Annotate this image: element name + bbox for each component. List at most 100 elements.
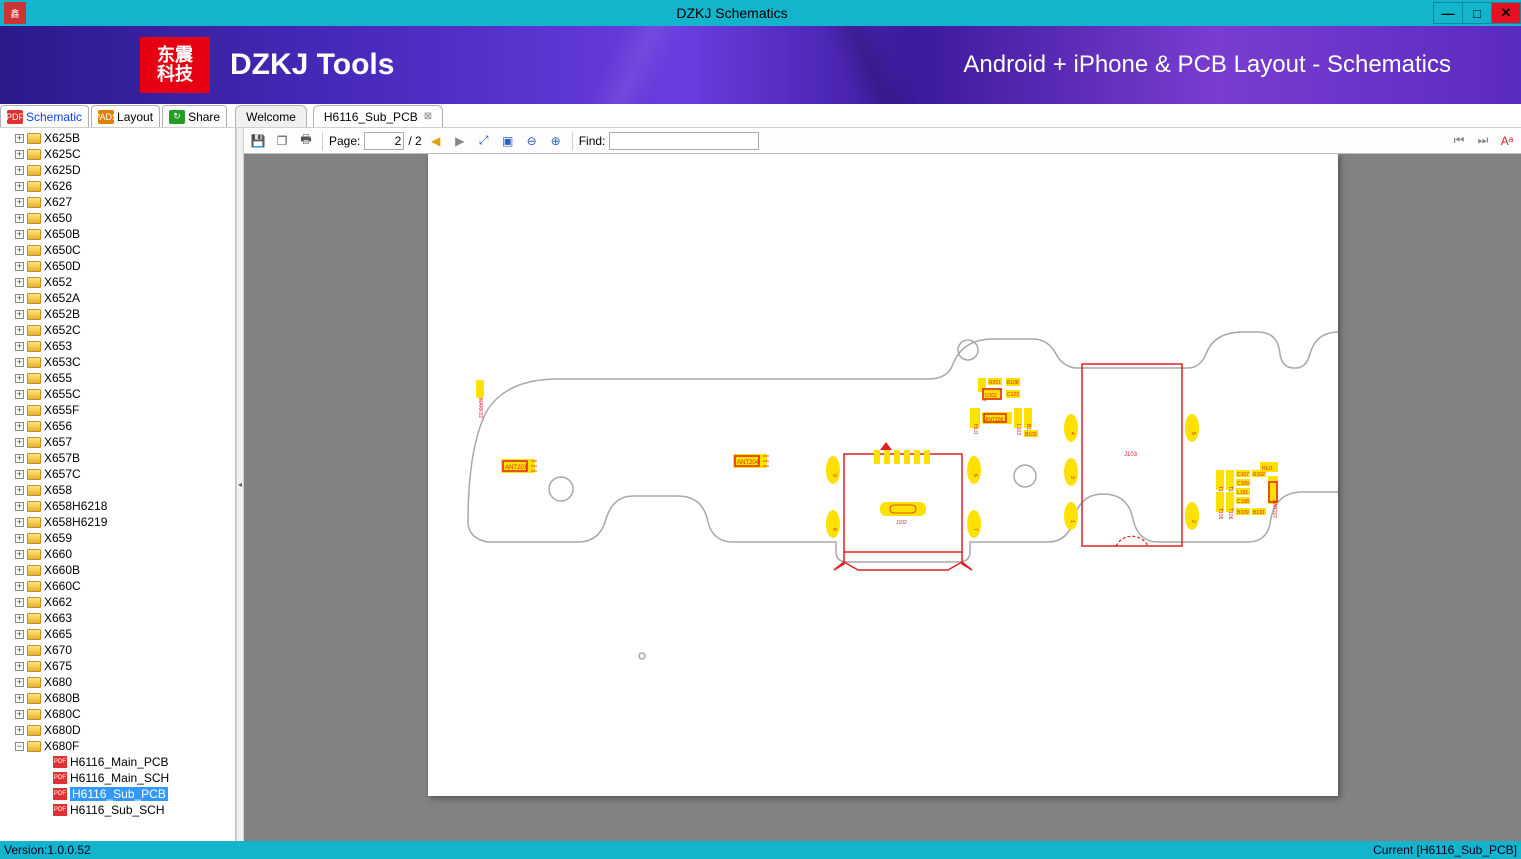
find-prev-button[interactable]: ⏮: [1449, 131, 1469, 151]
tree-folder[interactable]: +X652: [0, 274, 235, 290]
expander-icon[interactable]: +: [15, 230, 24, 239]
print-button[interactable]: 🖶: [296, 131, 316, 151]
tree-folder[interactable]: +X650D: [0, 258, 235, 274]
expander-icon[interactable]: +: [15, 166, 24, 175]
tree-folder[interactable]: +X650: [0, 210, 235, 226]
tab-share[interactable]: ↻ Share: [162, 105, 227, 127]
tree-file[interactable]: PDFH6116_Sub_PCB: [0, 786, 235, 802]
tree-folder[interactable]: +X650B: [0, 226, 235, 242]
expander-icon[interactable]: +: [15, 390, 24, 399]
expander-icon[interactable]: +: [15, 678, 24, 687]
tree-folder[interactable]: +X680D: [0, 722, 235, 738]
prev-page-button[interactable]: ◀: [426, 131, 446, 151]
expander-icon[interactable]: +: [15, 310, 24, 319]
expander-icon[interactable]: +: [15, 646, 24, 655]
zoom-in-button[interactable]: ⊕: [546, 131, 566, 151]
expander-icon[interactable]: +: [15, 358, 24, 367]
tree-folder[interactable]: +X657: [0, 434, 235, 450]
tree-folder[interactable]: +X658H6219: [0, 514, 235, 530]
tree-folder[interactable]: +X660: [0, 546, 235, 562]
tree-folder[interactable]: +X675: [0, 658, 235, 674]
expander-icon[interactable]: +: [15, 214, 24, 223]
expander-icon[interactable]: +: [15, 694, 24, 703]
expander-icon[interactable]: +: [15, 454, 24, 463]
tree-folder[interactable]: +X653C: [0, 354, 235, 370]
tree-folder[interactable]: +X659: [0, 530, 235, 546]
tree-folder[interactable]: +X625D: [0, 162, 235, 178]
tree-folder[interactable]: +X652B: [0, 306, 235, 322]
expander-icon[interactable]: +: [15, 470, 24, 479]
zoom-out-button[interactable]: ⊖: [522, 131, 542, 151]
tree-folder[interactable]: +X655C: [0, 386, 235, 402]
tree-folder[interactable]: −X680F: [0, 738, 235, 754]
tree-folder[interactable]: +X625C: [0, 146, 235, 162]
tree-folder[interactable]: +X658: [0, 482, 235, 498]
tree-folder[interactable]: +X653: [0, 338, 235, 354]
tree-folder[interactable]: +X657C: [0, 466, 235, 482]
expander-icon[interactable]: +: [15, 374, 24, 383]
maximize-button[interactable]: □: [1462, 2, 1492, 24]
tree-folder[interactable]: +X662: [0, 594, 235, 610]
page-input[interactable]: [364, 132, 404, 150]
expander-icon[interactable]: +: [15, 438, 24, 447]
canvas[interactable]: MARK02 ANT203 ANT204: [244, 154, 1521, 841]
tree-folder[interactable]: +X680B: [0, 690, 235, 706]
tree-folder[interactable]: +X626: [0, 178, 235, 194]
expander-icon[interactable]: +: [15, 502, 24, 511]
tree-folder[interactable]: +X652C: [0, 322, 235, 338]
expander-icon[interactable]: +: [15, 486, 24, 495]
tree-folder[interactable]: +X656: [0, 418, 235, 434]
tree-folder[interactable]: +X670: [0, 642, 235, 658]
close-button[interactable]: ✕: [1491, 2, 1521, 24]
tab-layout[interactable]: PADS Layout: [91, 105, 160, 127]
expander-icon[interactable]: +: [15, 710, 24, 719]
tree-file[interactable]: PDFH6116_Main_SCH: [0, 770, 235, 786]
expander-icon[interactable]: +: [15, 342, 24, 351]
tree-folder[interactable]: +X660B: [0, 562, 235, 578]
save-button[interactable]: 💾: [248, 131, 268, 151]
expander-icon[interactable]: +: [15, 262, 24, 271]
expander-icon[interactable]: +: [15, 422, 24, 431]
fit-width-button[interactable]: ⤢: [474, 131, 494, 151]
tree-folder[interactable]: +X680: [0, 674, 235, 690]
next-page-button[interactable]: ▶: [450, 131, 470, 151]
expander-icon[interactable]: +: [15, 150, 24, 159]
tree-file[interactable]: PDFH6116_Main_PCB: [0, 754, 235, 770]
find-next-button[interactable]: ⏭: [1473, 131, 1493, 151]
expander-icon[interactable]: +: [15, 326, 24, 335]
tree-folder[interactable]: +X655F: [0, 402, 235, 418]
expander-icon[interactable]: +: [15, 518, 24, 527]
highlight-button[interactable]: Aᵃ: [1497, 131, 1517, 151]
expander-icon[interactable]: +: [15, 406, 24, 415]
tree-folder[interactable]: +X657B: [0, 450, 235, 466]
expander-icon[interactable]: −: [15, 742, 24, 751]
tree-folder[interactable]: +X665: [0, 626, 235, 642]
tree-folder[interactable]: +X660C: [0, 578, 235, 594]
tab-schematic[interactable]: PDF Schematic: [0, 105, 89, 127]
fit-page-button[interactable]: ▣: [498, 131, 518, 151]
expander-icon[interactable]: +: [15, 582, 24, 591]
tree-file[interactable]: PDFH6116_Sub_SCH: [0, 802, 235, 818]
tree-folder[interactable]: +X680C: [0, 706, 235, 722]
find-input[interactable]: [609, 132, 759, 150]
expander-icon[interactable]: +: [15, 614, 24, 623]
expander-icon[interactable]: +: [15, 134, 24, 143]
tree-folder[interactable]: +X625B: [0, 130, 235, 146]
expander-icon[interactable]: +: [15, 198, 24, 207]
tree-folder[interactable]: +X663: [0, 610, 235, 626]
close-icon[interactable]: ⊠: [424, 111, 432, 122]
copy-button[interactable]: ❐: [272, 131, 292, 151]
expander-icon[interactable]: +: [15, 246, 24, 255]
expander-icon[interactable]: +: [15, 182, 24, 191]
expander-icon[interactable]: +: [15, 726, 24, 735]
tree-folder[interactable]: +X650C: [0, 242, 235, 258]
splitter[interactable]: [236, 128, 244, 841]
expander-icon[interactable]: +: [15, 598, 24, 607]
tree-pane[interactable]: +X625B+X625C+X625D+X626+X627+X650+X650B+…: [0, 128, 236, 841]
expander-icon[interactable]: +: [15, 278, 24, 287]
minimize-button[interactable]: —: [1433, 2, 1463, 24]
tree-folder[interactable]: +X658H6218: [0, 498, 235, 514]
expander-icon[interactable]: +: [15, 550, 24, 559]
tree-folder[interactable]: +X627: [0, 194, 235, 210]
expander-icon[interactable]: +: [15, 534, 24, 543]
